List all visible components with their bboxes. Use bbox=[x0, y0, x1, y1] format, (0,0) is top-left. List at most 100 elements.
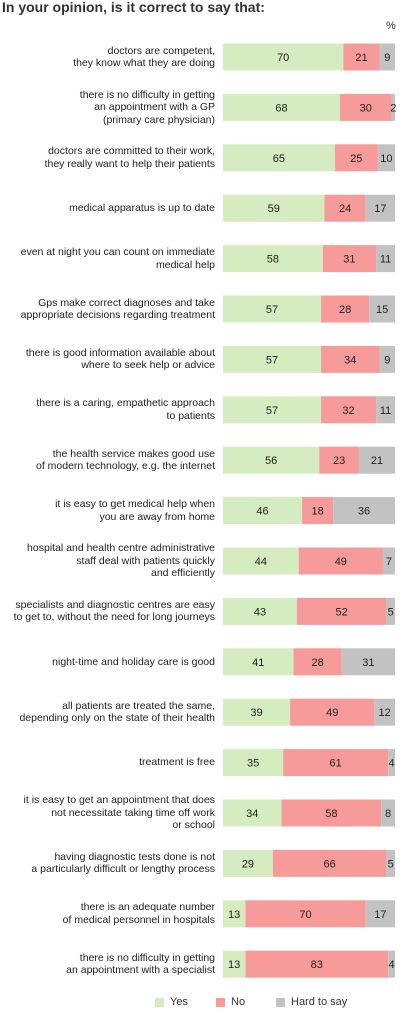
data-label-hard: 4 bbox=[388, 758, 394, 770]
bar-segment-yes bbox=[223, 648, 294, 676]
data-label-yes: 43 bbox=[254, 606, 266, 618]
bar-segment-hard bbox=[379, 43, 395, 71]
data-label-no: 61 bbox=[330, 758, 342, 770]
bar-segment-no bbox=[324, 194, 366, 222]
category-label-line: to get to, without the need for long jou… bbox=[13, 611, 215, 624]
data-label-no: 52 bbox=[336, 606, 348, 618]
category-label-line: night-time and holiday care is good bbox=[52, 655, 215, 668]
data-label-no: 28 bbox=[339, 304, 351, 316]
category-label-line: treatment is free bbox=[139, 756, 215, 769]
data-label-hard: 4 bbox=[388, 959, 394, 971]
data-label-hard: 21 bbox=[371, 455, 383, 467]
data-label-hard: 5 bbox=[388, 858, 394, 870]
data-label-yes: 59 bbox=[268, 203, 280, 215]
legend: Yes No Hard to say bbox=[0, 996, 400, 1010]
bar-segment-no bbox=[290, 698, 375, 726]
data-label-no: 49 bbox=[335, 556, 347, 568]
category-label-line: it is easy to get an appointment that do… bbox=[23, 794, 215, 807]
category-label: night-time and holiday care is good bbox=[0, 637, 215, 687]
category-label-line: a particularly difficult or lengthy proc… bbox=[31, 863, 215, 876]
data-label-hard: 17 bbox=[374, 203, 386, 215]
category-label-line: there is no difficulty in getting bbox=[79, 951, 215, 964]
category-label-line: medical help bbox=[156, 258, 215, 271]
bar-segment-yes bbox=[223, 597, 297, 625]
category-label: hospital and health centre administrativ… bbox=[0, 536, 215, 586]
category-label-line: of medical personnel in hospitals bbox=[62, 913, 215, 926]
category-label-line: they really want to help their patients bbox=[44, 157, 215, 170]
category-label-line: they know what they are doing bbox=[73, 57, 215, 69]
data-label-hard: 15 bbox=[376, 304, 388, 316]
legend-item-no: No bbox=[216, 996, 245, 1008]
legend-label-yes: Yes bbox=[170, 996, 188, 1008]
bar-segment-yes bbox=[223, 93, 340, 121]
bar-segment-no bbox=[283, 749, 389, 777]
category-label-line: medical apparatus is up to date bbox=[69, 201, 215, 214]
bar-segment-hard bbox=[379, 345, 395, 373]
data-label-hard: 36 bbox=[358, 506, 370, 518]
legend-swatch-hard bbox=[276, 997, 285, 1007]
category-label-line: and efficiently bbox=[150, 567, 215, 580]
data-label-no: 31 bbox=[343, 254, 355, 266]
data-label-hard: 11 bbox=[380, 405, 391, 417]
bar-segment-hard bbox=[388, 749, 395, 777]
data-label-yes: 56 bbox=[265, 455, 277, 467]
bar-segment-yes bbox=[223, 749, 284, 777]
category-label-line: where to seek help or advice bbox=[81, 359, 215, 372]
bar-segment-hard bbox=[374, 698, 395, 726]
data-label-yes: 13 bbox=[228, 909, 240, 921]
data-label-hard: 17 bbox=[374, 909, 386, 921]
category-label-line: there is an adequate number bbox=[80, 901, 215, 914]
bar-segment-hard bbox=[381, 799, 395, 827]
category-label: the health service makes good use of mode… bbox=[0, 435, 215, 485]
category-label: there is no difficulty in getting an appo… bbox=[0, 939, 215, 989]
data-label-no: 18 bbox=[311, 506, 323, 518]
category-label: treatment is free bbox=[0, 738, 215, 788]
chart-title: In your opinion, is it correct to say th… bbox=[2, 0, 265, 15]
legend-item-hard: Hard to say bbox=[276, 996, 347, 1008]
bar-segment-no bbox=[322, 245, 377, 273]
bar-segment-no bbox=[339, 93, 392, 121]
bar-segment-yes bbox=[223, 194, 325, 222]
legend-swatch-no bbox=[216, 997, 225, 1007]
data-label-no: 23 bbox=[333, 455, 345, 467]
data-label-hard: 9 bbox=[384, 52, 390, 64]
bar-segment-no bbox=[293, 648, 342, 676]
bar-segment-hard bbox=[386, 597, 395, 625]
category-label-line: depending only on the state of their hea… bbox=[19, 712, 215, 725]
data-label-no: 24 bbox=[339, 203, 351, 215]
data-label-hard: 7 bbox=[386, 556, 392, 568]
category-label: specialists and diagnostic centres are e… bbox=[0, 586, 215, 636]
data-label-yes: 35 bbox=[247, 758, 259, 770]
bar-segment-yes bbox=[223, 446, 320, 474]
category-label: Gps make correct diagnoses and take appro… bbox=[0, 284, 215, 334]
data-label-hard: 2 bbox=[390, 102, 396, 114]
bar-segment-no bbox=[321, 295, 370, 323]
bar-segment-hard bbox=[365, 194, 395, 222]
bar-segment-hard bbox=[382, 547, 395, 575]
category-label: doctors are committed to their work, they… bbox=[0, 133, 215, 183]
data-label-hard: 5 bbox=[388, 606, 394, 618]
category-label-line: or school bbox=[172, 819, 215, 832]
data-label-no: 30 bbox=[360, 102, 372, 114]
category-label-line: an appointment with a specialist bbox=[66, 964, 215, 977]
bar-segment-no bbox=[281, 799, 382, 827]
data-label-yes: 13 bbox=[228, 959, 240, 971]
data-label-no: 70 bbox=[299, 909, 311, 921]
bar-segment-hard bbox=[376, 396, 395, 424]
legend-swatch-yes bbox=[155, 997, 164, 1007]
category-label: it is easy to get an appointment that do… bbox=[0, 788, 215, 838]
unit-label: % bbox=[386, 20, 396, 32]
data-label-hard: 8 bbox=[385, 808, 391, 820]
bar-segment-yes bbox=[223, 799, 282, 827]
data-label-hard: 12 bbox=[379, 707, 391, 719]
bar-segment-yes bbox=[223, 295, 322, 323]
data-label-yes: 39 bbox=[250, 707, 262, 719]
category-label-line: appropriate decisions regarding treatmen… bbox=[20, 309, 215, 321]
data-label-yes: 57 bbox=[266, 354, 278, 366]
category-label: there is no difficulty in getting an appo… bbox=[0, 82, 215, 132]
data-label-yes: 29 bbox=[242, 858, 254, 870]
category-label: having diagnostic tests done is not a par… bbox=[0, 838, 215, 888]
data-label-no: 25 bbox=[350, 153, 362, 165]
category-label-line: hospital and health centre administrativ… bbox=[27, 542, 215, 555]
bar-segment-no bbox=[245, 950, 389, 978]
